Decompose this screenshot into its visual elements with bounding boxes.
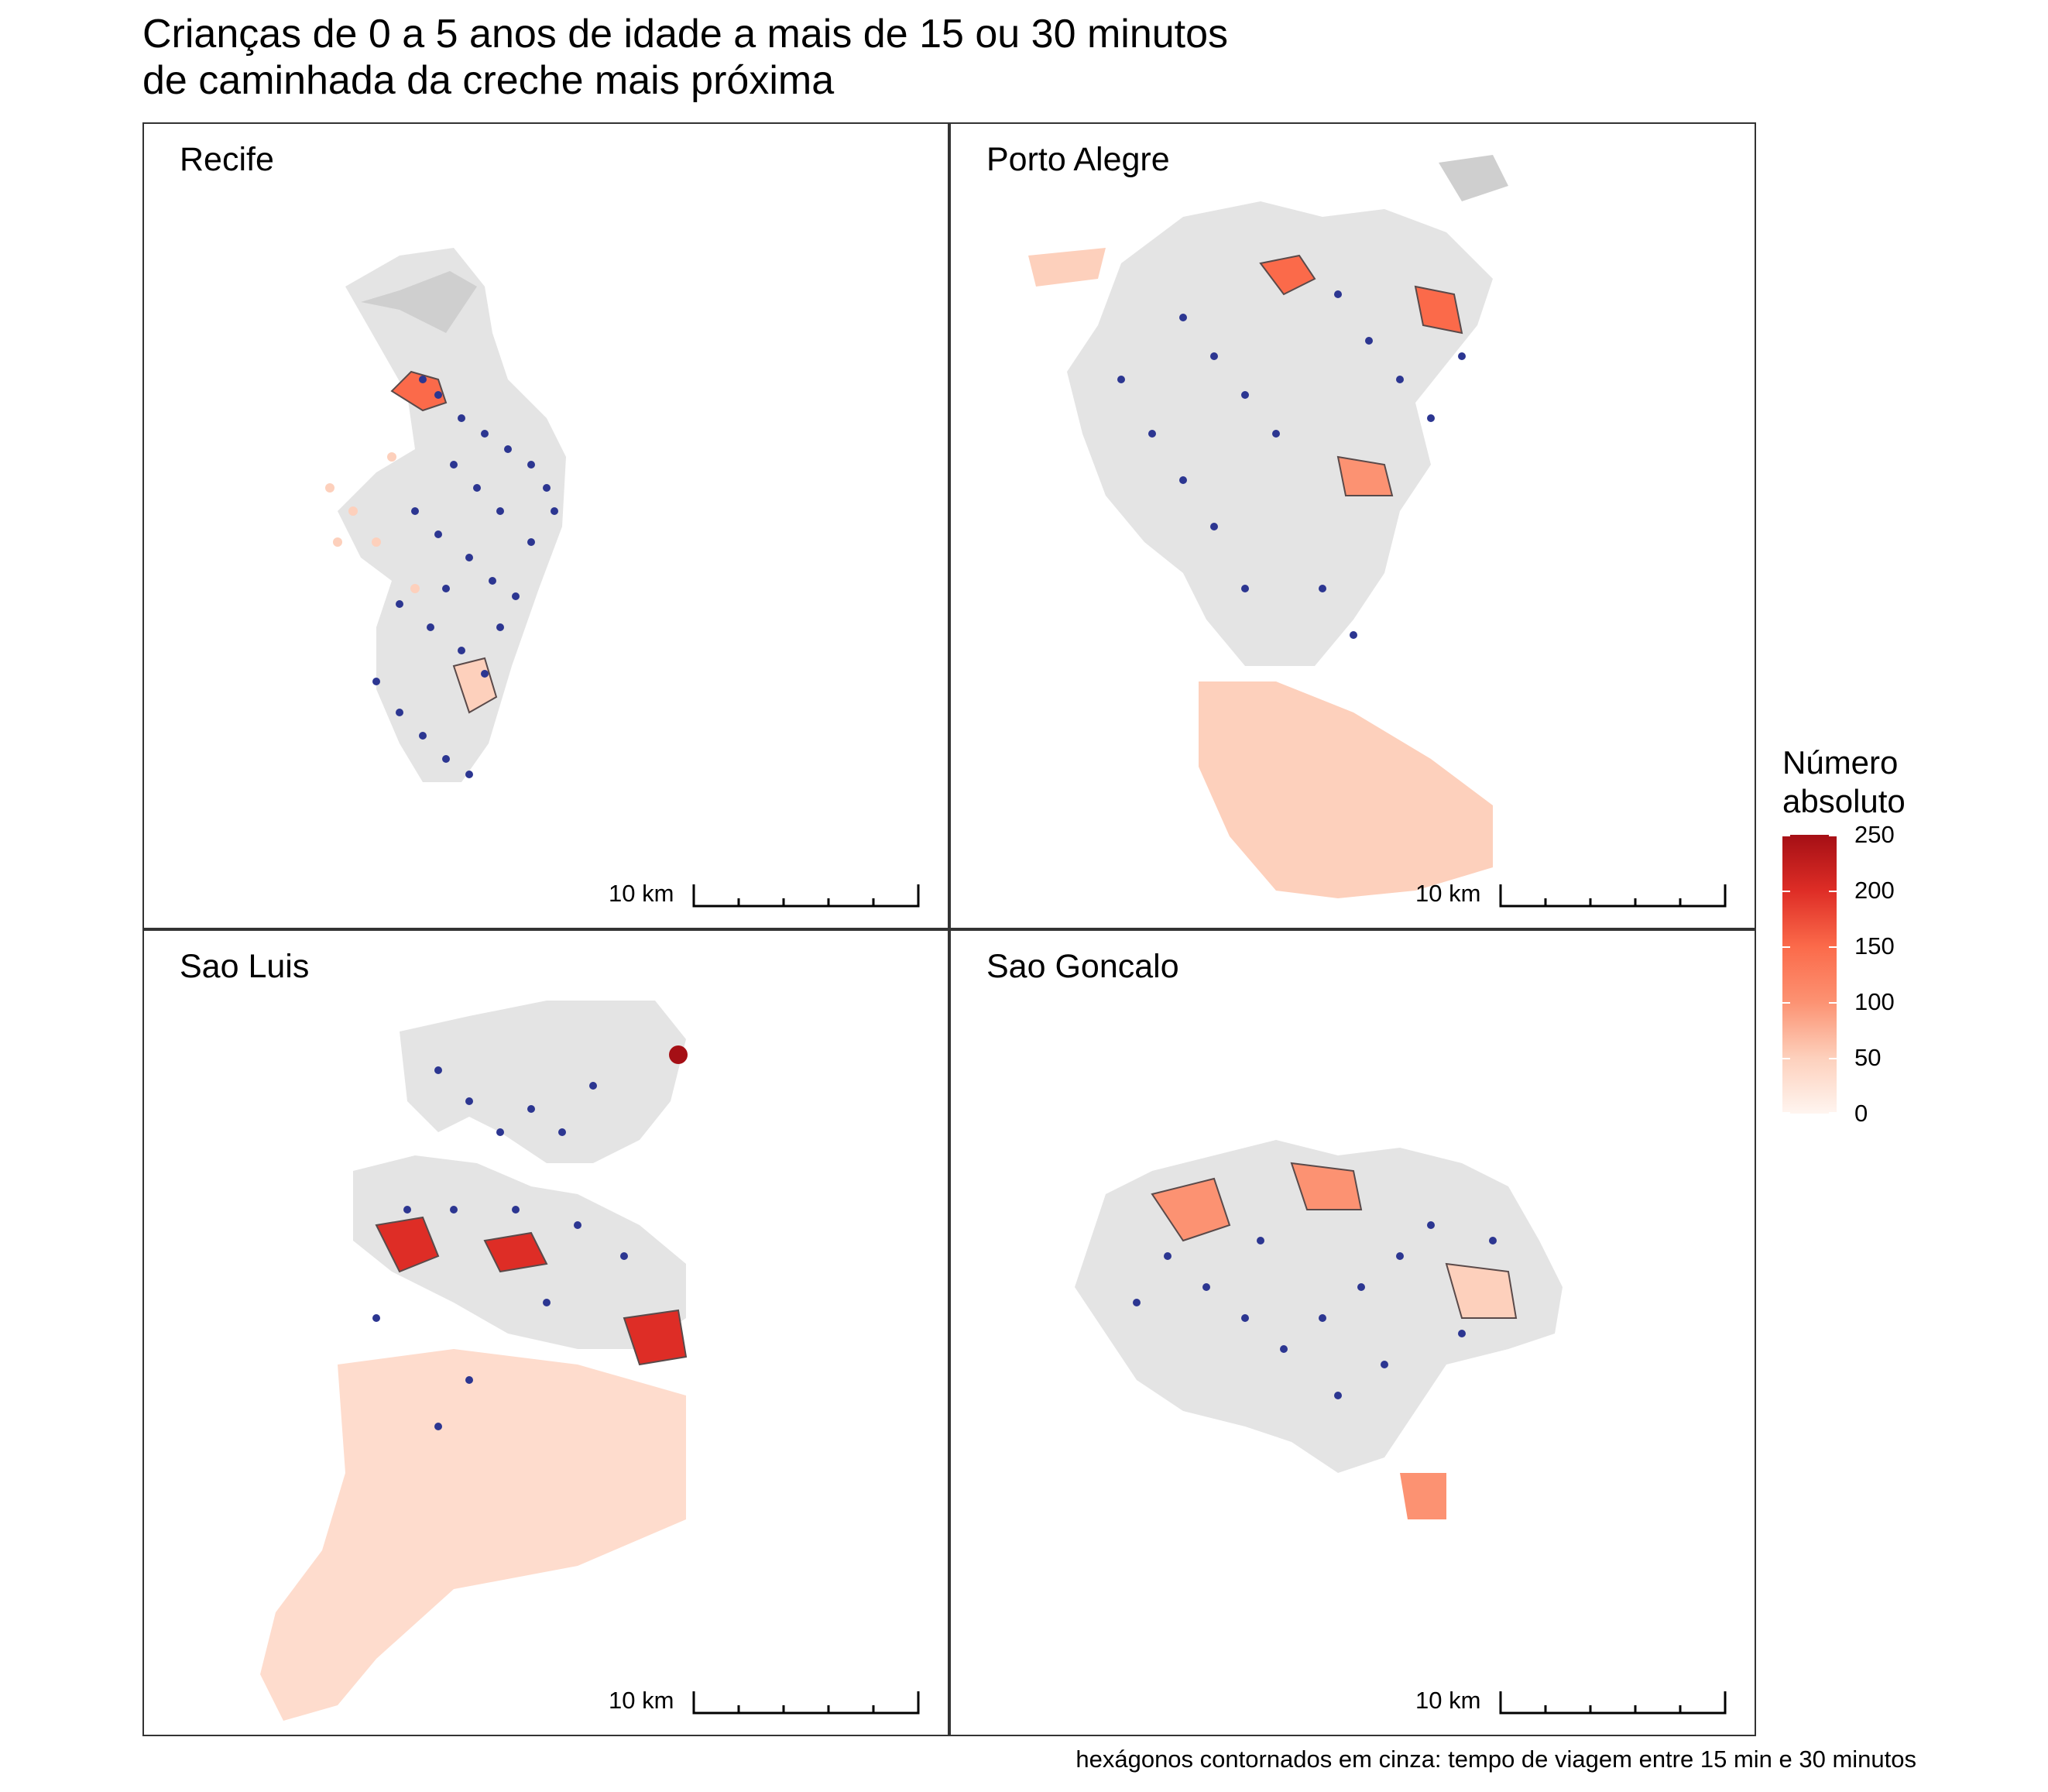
legend-title: Número absoluto: [1782, 744, 1906, 819]
scale-line: [1499, 1691, 1727, 1715]
scale-bar: 10 km: [609, 1685, 934, 1732]
sao-goncalo-south-lobe: [1400, 1473, 1446, 1519]
sao-luis-hot-east: [623, 1309, 688, 1366]
recife-map: [325, 248, 566, 782]
sao-goncalo-creche-points: [1133, 1221, 1497, 1399]
legend-color-bar: [1782, 835, 1837, 1114]
panel-label: Sao Goncalo: [986, 948, 1179, 985]
scale-label: 10 km: [609, 1687, 674, 1714]
scale-label: 10 km: [609, 880, 674, 907]
sao-luis-hot-ne: [669, 1045, 688, 1064]
legend-tick-label: 250: [1854, 821, 1895, 848]
recife-scattered-hex: [325, 452, 420, 593]
recife-urban-area: [338, 248, 566, 782]
sao-luis-north-area: [400, 1001, 686, 1163]
sao-goncalo-map: [1075, 1140, 1563, 1519]
sao-luis-creche-points: [372, 1066, 628, 1430]
scale-bar: 10 km: [1415, 1685, 1741, 1732]
scale-line: [692, 1691, 920, 1715]
recife-creche-points: [372, 376, 558, 778]
chart-title: Crianças de 0 a 5 anos de idade a mais d…: [142, 12, 1229, 103]
legend-tickmark: [1782, 946, 1837, 948]
sao-goncalo-ring-3: [1445, 1262, 1518, 1319]
legend-tickmark: [1782, 1002, 1837, 1004]
legend-tick-label: 150: [1854, 932, 1895, 960]
scale-bar: 10 km: [1415, 878, 1741, 925]
legend-tickmark: [1782, 1112, 1837, 1114]
map-panel-sao-goncalo: Sao Goncalo 10 km: [949, 929, 1756, 1736]
sao-luis-map: [260, 1001, 688, 1721]
legend-tickmark: [1782, 1058, 1837, 1059]
porto-alegre-south: [1199, 681, 1493, 898]
sao-luis-hot-west: [375, 1216, 440, 1273]
legend-tickmark: [1782, 835, 1837, 836]
porto-alegre-creche-points: [1117, 290, 1466, 639]
sao-goncalo-ring-1: [1151, 1177, 1231, 1242]
scale-label: 10 km: [1415, 880, 1481, 907]
legend-tickmark: [1782, 891, 1837, 892]
scale-label: 10 km: [1415, 1687, 1481, 1714]
map-panel-sao-luis: Sao Luis 10 km: [142, 929, 949, 1736]
sao-goncalo-ring-2: [1290, 1162, 1363, 1210]
sao-luis-hot-center: [483, 1231, 548, 1273]
map-panel-porto-alegre: Porto Alegre 10 km: [949, 122, 1756, 929]
panel-label: Sao Luis: [180, 948, 310, 985]
caption: hexágonos contornados em cinza: tempo de…: [1075, 1746, 1916, 1773]
map-panel-recife: Recife 10 km: [142, 122, 949, 929]
porto-alegre-hot-2: [1414, 285, 1463, 335]
porto-alegre-hot-3: [1336, 455, 1394, 496]
porto-alegre-north-arm: [1439, 155, 1508, 201]
legend-tick-label: 100: [1854, 988, 1895, 1015]
scale-bar: 10 km: [609, 878, 934, 925]
porto-alegre-scattered: [1028, 248, 1106, 287]
sao-luis-south-spread: [260, 1349, 686, 1721]
porto-alegre-hot-1: [1259, 254, 1316, 296]
legend-tick-label: 0: [1854, 1100, 1868, 1127]
panel-label: Porto Alegre: [986, 141, 1170, 178]
porto-alegre-map: [1028, 155, 1508, 898]
legend-tick-label: 50: [1854, 1044, 1882, 1071]
recife-north-strip: [361, 271, 477, 333]
legend-tick-label: 200: [1854, 877, 1895, 904]
recife-hot-area: [390, 370, 448, 412]
panel-label: Recife: [180, 141, 274, 178]
scale-line: [1499, 884, 1727, 908]
scale-line: [692, 884, 920, 908]
